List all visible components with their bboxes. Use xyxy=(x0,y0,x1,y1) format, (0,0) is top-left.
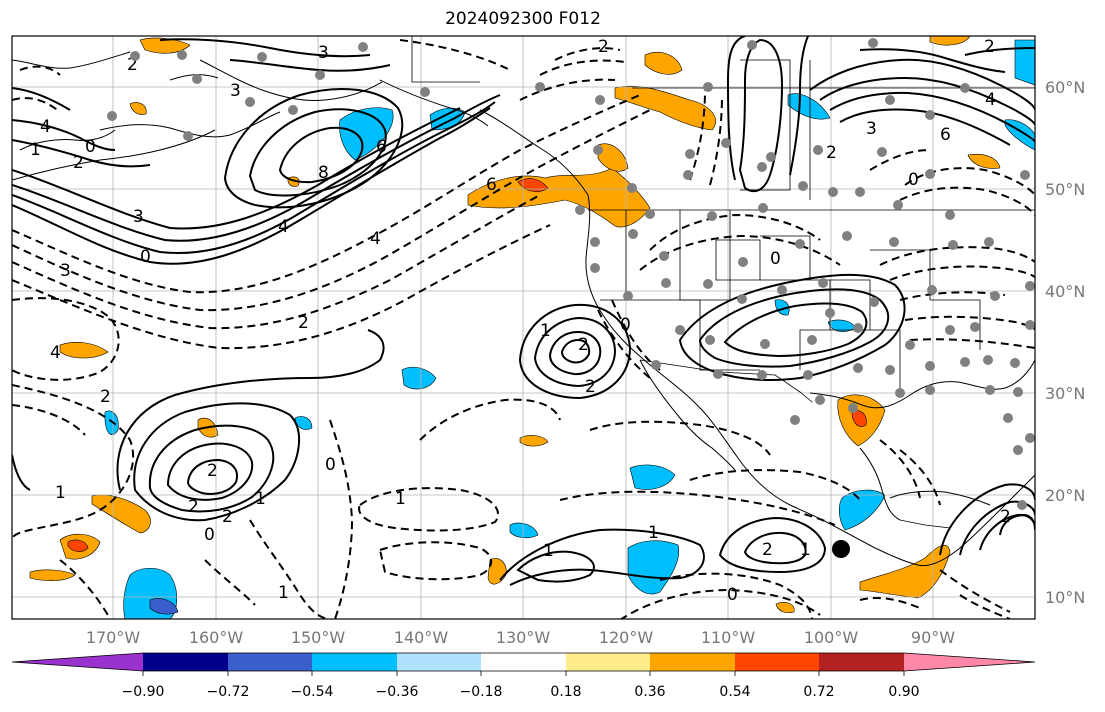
contour-label: 2 xyxy=(73,153,84,173)
colorbar: −0.90 −0.72 −0.54 −0.36 −0.18 0.18 0.36 … xyxy=(11,652,1036,700)
contour-label: 2 xyxy=(127,55,138,75)
map-frame xyxy=(11,35,1036,620)
storm-center-marker xyxy=(832,540,850,558)
colorbar-tick-label: 0.90 xyxy=(888,684,919,700)
map-title: 2024092300 F012 xyxy=(445,9,601,29)
contour-label: 2 xyxy=(585,377,596,397)
contour-label: 1 xyxy=(540,321,551,341)
contour-label: 1 xyxy=(255,489,266,509)
colorbar-swatch xyxy=(566,653,650,671)
contour-label: 2 xyxy=(598,37,609,57)
contour-label: 3 xyxy=(133,207,144,227)
lat-label: 40°N xyxy=(1045,282,1085,301)
colorbar-tick-label: 0.72 xyxy=(803,684,834,700)
colorbar-swatch xyxy=(228,653,312,671)
colorbar-tick-label: −0.18 xyxy=(460,684,503,700)
contour-label: 2 xyxy=(100,387,111,407)
lon-label: 120°W xyxy=(599,628,654,647)
colorbar-swatch xyxy=(12,653,143,671)
contour-label: 3 xyxy=(866,119,877,139)
contour-label: 2 xyxy=(826,143,837,163)
contour-label: 3 xyxy=(230,81,241,101)
contour-label: 4 xyxy=(40,117,51,137)
colorbar-swatch xyxy=(143,653,228,671)
contour-labels: 3 2 0 1 2 3 4 6 8 6 4 3 2 2 2 1 2 0 4 6 … xyxy=(30,37,1011,605)
contour-label: 2 xyxy=(578,335,589,355)
lon-label: 170°W xyxy=(86,628,141,647)
contour-label: 2 xyxy=(188,497,199,517)
contour-label: 6 xyxy=(376,137,387,157)
colorbar-tick-label: 0.18 xyxy=(550,684,581,700)
colorbar-tick-label: −0.36 xyxy=(376,684,419,700)
contour-label: 1 xyxy=(395,489,406,509)
colorbar-tick-label: 0.36 xyxy=(634,684,665,700)
lon-label: 130°W xyxy=(496,628,551,647)
lon-label: 110°W xyxy=(701,628,756,647)
map-plot-area: 3 2 0 1 2 3 4 6 8 6 4 3 2 2 2 1 2 0 4 6 … xyxy=(12,36,1035,619)
contour-label: 1 xyxy=(800,540,811,560)
station-markers xyxy=(107,38,1035,510)
lat-label: 50°N xyxy=(1045,180,1085,199)
colorbar-swatch xyxy=(819,653,904,671)
contour-label: 1 xyxy=(278,583,289,603)
lon-label: 150°W xyxy=(291,628,346,647)
colorbar-tick-label: −0.90 xyxy=(122,684,165,700)
lon-label: 140°W xyxy=(394,628,449,647)
contour-label: 0 xyxy=(325,455,336,475)
contour-label: 1 xyxy=(30,140,41,160)
contour-label: 3 xyxy=(318,43,329,63)
colorbar-tick-label: −0.72 xyxy=(207,684,250,700)
contour-label: 6 xyxy=(486,175,497,195)
colorbar-swatch xyxy=(904,653,1035,671)
contour-label: 0 xyxy=(770,249,781,269)
colorbar-swatch xyxy=(481,653,566,671)
contour-label: 3 xyxy=(60,261,71,281)
contour-label: 0 xyxy=(727,585,738,605)
contour-label: 1 xyxy=(543,541,554,561)
latitude-labels: 60°N 50°N 40°N 30°N 20°N 10°N xyxy=(1045,78,1085,607)
dashed-contours xyxy=(12,39,1035,619)
colorbar-tick-label: −0.54 xyxy=(291,684,334,700)
colorbar-tick-label: 0.54 xyxy=(719,684,750,700)
contour-label: 0 xyxy=(204,525,215,545)
lon-label: 100°W xyxy=(804,628,859,647)
contour-label: 4 xyxy=(278,217,289,237)
contour-label: 2 xyxy=(222,507,233,527)
contour-label: 0 xyxy=(620,315,631,335)
contour-label: 1 xyxy=(55,483,66,503)
lon-label: 160°W xyxy=(189,628,244,647)
contour-label: 2 xyxy=(762,540,773,560)
contour-label: 0 xyxy=(908,170,919,190)
colorbar-swatch xyxy=(312,653,397,671)
contour-label: 2 xyxy=(984,37,995,57)
colorbar-swatch xyxy=(650,653,735,671)
longitude-labels: 170°W 160°W 150°W 140°W 130°W 120°W 110°… xyxy=(86,628,955,647)
contour-label: 0 xyxy=(85,137,96,157)
contour-label: 4 xyxy=(985,90,996,110)
contour-label: 2 xyxy=(1000,507,1011,527)
contour-label: 6 xyxy=(940,125,951,145)
lat-label: 20°N xyxy=(1045,486,1085,505)
lat-label: 10°N xyxy=(1045,588,1085,607)
contour-label: 1 xyxy=(648,523,659,543)
colorbar-swatch xyxy=(735,653,819,671)
contour-label: 8 xyxy=(318,163,329,183)
coastlines xyxy=(12,51,1035,567)
contour-label: 4 xyxy=(370,229,381,249)
lat-label: 60°N xyxy=(1045,78,1085,97)
colorbar-swatch xyxy=(397,653,481,671)
contour-label: 4 xyxy=(50,343,61,363)
contour-label: 0 xyxy=(140,247,151,267)
lat-label: 30°N xyxy=(1045,384,1085,403)
contour-label: 2 xyxy=(298,313,309,333)
lon-label: 90°W xyxy=(911,628,955,647)
contour-label: 2 xyxy=(207,461,218,481)
grid-lines xyxy=(12,36,1035,619)
